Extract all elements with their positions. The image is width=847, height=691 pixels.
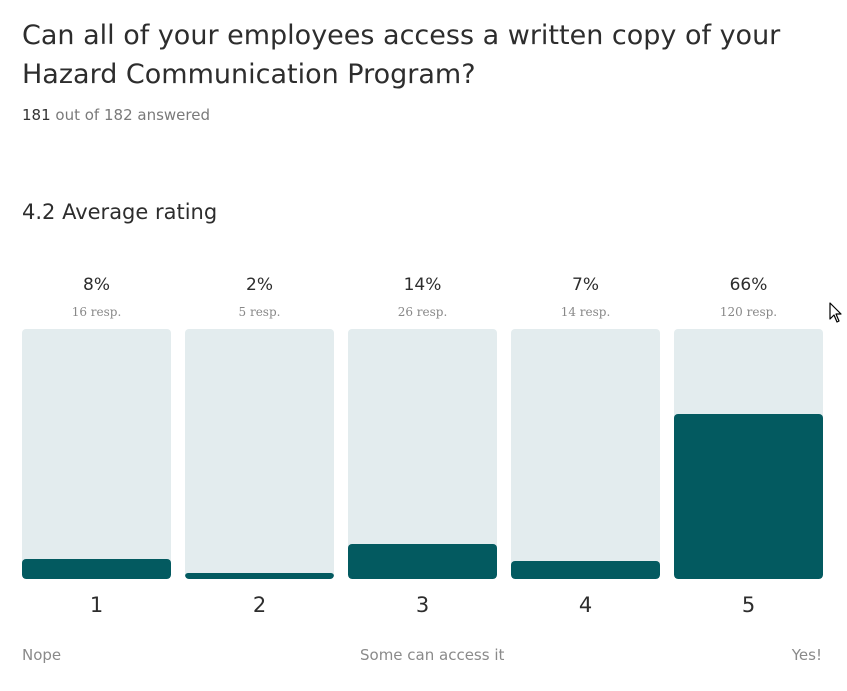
percent-label: 8% [83,275,110,295]
bar-track [674,329,823,579]
bar-track [511,329,660,579]
answered-summary: 181 out of 182 answered [22,106,210,124]
bar-track [185,329,334,579]
bar-fill [22,559,171,579]
bar-track [22,329,171,579]
rating-value-label: 1 [89,593,104,617]
answered-total: out of 182 answered [55,106,210,124]
response-count: 5 resp. [238,305,281,319]
response-count: 14 resp. [560,305,611,319]
rating-value-label: 4 [578,593,593,617]
percent-label: 7% [572,275,599,295]
rating-value-label: 3 [415,593,430,617]
scale-mid-label: Some can access it [360,646,505,664]
percent-label: 2% [246,275,273,295]
percent-label: 66% [729,275,768,295]
question-title: Can all of your employees access a writt… [22,20,781,90]
bar-track [348,329,497,579]
scale-high-label: Yes! [791,646,822,664]
answered-count: 181 [22,106,51,124]
response-count: 16 resp. [71,305,122,319]
rating-value-label: 5 [741,593,756,617]
rating-value-label: 2 [252,593,267,617]
average-rating: 4.2 Average rating [22,200,218,224]
bar-fill [348,544,497,579]
response-count: 26 resp. [397,305,448,319]
bar-fill [511,561,660,579]
percent-label: 14% [403,275,442,295]
scale-low-label: Nope [22,646,62,664]
bar-fill [185,573,334,579]
response-count: 120 resp. [719,305,778,319]
mouse-pointer-icon [829,302,842,323]
bar-fill [674,414,823,579]
